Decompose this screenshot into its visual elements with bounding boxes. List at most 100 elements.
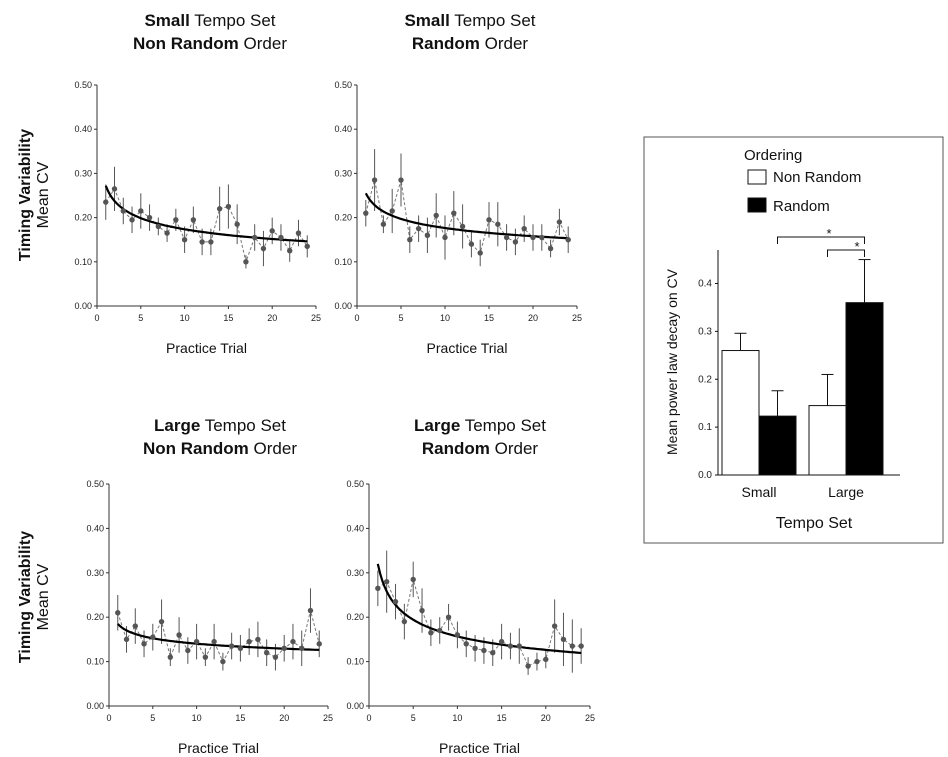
data-point [164, 230, 170, 236]
svg-text:Large Tempo Set: Large Tempo Set [414, 416, 546, 435]
data-point [472, 645, 478, 651]
y-tick-label: 0.10 [86, 657, 104, 667]
y-tick-label: 0.50 [334, 80, 352, 90]
power-law-fit-curve [117, 623, 320, 651]
data-point [307, 607, 314, 614]
x-tick-label: 25 [585, 713, 595, 723]
data-point [454, 632, 461, 638]
data-point [123, 636, 130, 643]
title1-rest: Tempo Set [450, 11, 536, 30]
title2-bold: Non Random [133, 34, 239, 53]
significance-star-outer: * [826, 226, 831, 241]
data-point [547, 245, 554, 252]
title1-rest: Tempo Set [460, 416, 546, 435]
title1-rest: Tempo Set [200, 416, 286, 435]
title1-rest: Tempo Set [190, 11, 276, 30]
svg-text:Small Tempo Set: Small Tempo Set [404, 11, 535, 30]
data-point [428, 630, 434, 636]
data-point [530, 234, 536, 241]
data-point [304, 243, 310, 250]
x-tick-label: 5 [138, 313, 143, 323]
data-point [495, 221, 501, 227]
x-tick-label: 10 [180, 313, 190, 323]
y-tick-label: 0.40 [346, 523, 364, 533]
data-point [424, 232, 431, 238]
bar-y-label: Mean power law decay on CV [664, 268, 680, 455]
bar-y-tick-label: 0.4 [698, 279, 712, 290]
svg-text:Random Order: Random Order [412, 34, 529, 53]
data-point [371, 177, 378, 183]
line-chart-large-nonrandom: 0.00 0.10 0.20 0.30 0.40 0.50 0 5 10 15 20 25 Practi… [86, 479, 333, 756]
y-tick-label: 0.40 [86, 523, 104, 533]
panel-title-4: Large Tempo Set Random Order [414, 416, 546, 458]
data-point [477, 250, 483, 256]
data-point [389, 208, 395, 214]
data-point [445, 614, 452, 620]
bar-large-random [845, 302, 884, 476]
power-law-fit-curve [104, 185, 308, 243]
y-tick-label: 0.00 [346, 701, 364, 711]
x-axis-label: Practice Trial [427, 340, 508, 356]
x-tick-label: 10 [440, 313, 450, 323]
data-point [316, 641, 322, 647]
title2-rest: Order [490, 439, 539, 458]
data-point [228, 643, 235, 649]
x-tick-label: 15 [223, 313, 233, 323]
x-tick-label: 25 [323, 713, 333, 723]
bar-y-tick-label: 0.2 [698, 374, 712, 385]
x-tick-label: 5 [150, 713, 155, 723]
title1-bold: Large [414, 416, 460, 435]
y-tick-label: 0.00 [74, 301, 92, 311]
bar-chart-frame [643, 136, 944, 544]
data-point [202, 654, 209, 660]
line-chart-large-random: 0.00 0.10 0.20 0.30 0.40 0.50 0 5 10 15 20 25 Practi… [346, 479, 595, 756]
data-point [419, 607, 425, 614]
data-point [512, 239, 519, 245]
data-dashed-line [377, 579, 582, 667]
x-tick-label: 0 [366, 713, 371, 723]
y-tick-label: 0.40 [74, 124, 92, 134]
data-point [243, 259, 249, 265]
y-title-bold: Timing Variability [17, 129, 34, 261]
data-point [255, 636, 261, 643]
data-point [569, 643, 576, 649]
data-point [158, 618, 165, 625]
data-point [132, 623, 138, 629]
data-point [407, 237, 413, 243]
y-tick-label: 0.10 [334, 257, 352, 267]
bar-y-tick-label: 0.1 [698, 422, 712, 433]
x-tick-label: 15 [235, 713, 245, 723]
x-axis-label: Practice Trial [178, 740, 259, 756]
data-point [220, 658, 226, 665]
title1-bold: Large [154, 416, 200, 435]
title1-bold: Small [144, 11, 189, 30]
x-tick-label: 0 [94, 313, 99, 323]
data-point [115, 610, 121, 616]
data-point [246, 638, 252, 645]
data-point [120, 208, 126, 214]
data-point [141, 641, 147, 647]
x-tick-label: 25 [572, 313, 582, 323]
y-tick-label: 0.10 [74, 257, 92, 267]
data-point [208, 239, 214, 245]
legend-swatch-nonrandom [747, 169, 767, 185]
data-point [551, 623, 558, 629]
data-point [281, 645, 287, 651]
data-point [442, 234, 448, 241]
y-tick-label: 0.20 [346, 612, 364, 622]
data-point [503, 234, 510, 241]
panel-title-2: Small Tempo Set Random Order [404, 11, 535, 53]
data-point [190, 217, 197, 223]
data-point [401, 618, 408, 625]
data-point [490, 650, 496, 656]
x-tick-label: 5 [411, 713, 416, 723]
data-point [260, 245, 267, 252]
data-point [103, 199, 109, 205]
significance-bracket-inner [827, 249, 865, 257]
bar-small-random [758, 415, 797, 476]
data-point [415, 225, 422, 232]
title2-rest: Order [239, 34, 288, 53]
data-point [463, 641, 469, 647]
y-tick-label: 0.20 [74, 213, 92, 223]
legend-label-random: Random [773, 198, 830, 215]
